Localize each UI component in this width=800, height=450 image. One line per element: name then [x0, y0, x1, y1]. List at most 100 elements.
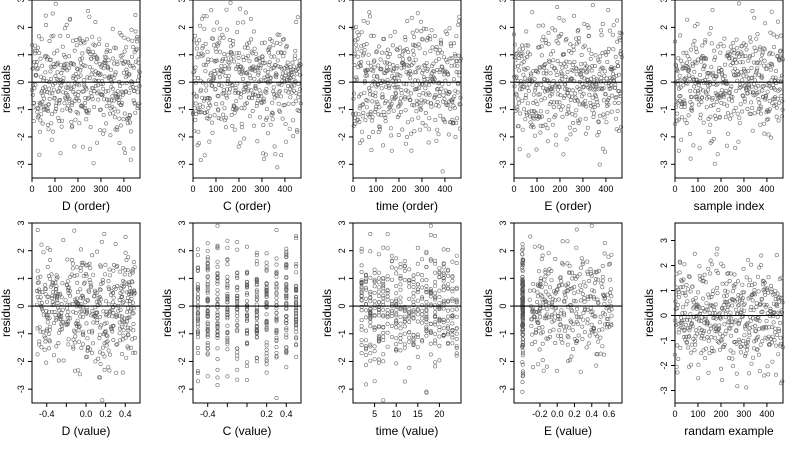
data-point	[554, 73, 559, 78]
data-point	[104, 121, 109, 126]
data-point	[368, 291, 373, 296]
data-point	[533, 330, 538, 335]
data-point	[53, 280, 58, 285]
data-point	[437, 343, 442, 348]
data-point	[32, 101, 37, 106]
data-point	[283, 70, 288, 75]
data-point	[763, 292, 768, 297]
data-point	[55, 70, 60, 75]
data-point	[695, 290, 700, 295]
data-point	[363, 287, 368, 292]
data-point	[407, 284, 412, 289]
data-point	[78, 268, 83, 273]
data-point	[78, 309, 83, 314]
data-point	[704, 301, 709, 306]
data-point	[397, 45, 402, 50]
data-point	[271, 85, 276, 90]
data-point	[713, 302, 718, 307]
data-point	[35, 326, 40, 331]
data-point	[224, 115, 229, 120]
data-point	[369, 83, 374, 88]
data-point	[751, 355, 756, 360]
data-point	[394, 297, 399, 302]
data-point	[264, 267, 269, 272]
data-point	[606, 254, 611, 259]
data-point	[43, 84, 48, 89]
data-point	[428, 49, 433, 54]
x-tick-label: -0.4	[200, 409, 216, 419]
data-point	[267, 50, 272, 55]
data-point	[453, 88, 458, 93]
data-point	[580, 68, 585, 73]
data-point	[68, 293, 73, 298]
data-point	[441, 55, 446, 60]
data-point	[574, 306, 579, 311]
data-point	[520, 263, 525, 268]
data-point	[588, 56, 593, 61]
data-point	[377, 124, 382, 129]
data-point	[602, 149, 607, 154]
data-point	[250, 109, 255, 114]
data-point	[372, 267, 377, 272]
data-point	[748, 35, 753, 40]
data-point	[776, 118, 781, 123]
data-point	[535, 82, 540, 87]
data-point	[441, 270, 446, 275]
data-point	[286, 101, 291, 106]
data-point	[745, 107, 750, 112]
data-point	[570, 62, 575, 67]
data-point	[376, 339, 381, 344]
data-point	[195, 370, 200, 375]
data-point	[437, 319, 442, 324]
data-point	[354, 75, 359, 80]
data-point	[584, 345, 589, 350]
data-point	[394, 321, 399, 326]
data-point	[703, 38, 708, 43]
data-point	[407, 330, 412, 335]
data-point	[373, 107, 378, 112]
data-point	[372, 325, 377, 330]
data-point	[106, 365, 111, 370]
data-point	[83, 63, 88, 68]
data-point	[532, 244, 537, 249]
data-point	[543, 122, 548, 127]
data-point	[708, 271, 713, 276]
data-point	[215, 264, 220, 269]
data-point	[694, 95, 699, 100]
data-point	[45, 123, 50, 128]
data-point	[394, 325, 399, 330]
data-point	[547, 329, 552, 334]
data-point	[737, 121, 742, 126]
data-point	[298, 62, 303, 67]
x-tick-label: -0.2	[532, 409, 548, 419]
data-point	[40, 290, 45, 295]
data-point	[682, 101, 687, 106]
data-point	[265, 131, 270, 136]
data-point	[264, 343, 269, 348]
data-point	[294, 234, 299, 239]
data-point	[361, 18, 366, 23]
data-point	[53, 109, 58, 114]
data-point	[136, 104, 141, 109]
data-point	[54, 317, 59, 322]
data-point	[214, 58, 219, 63]
data-point	[766, 275, 771, 280]
data-point	[433, 258, 438, 263]
data-point	[424, 329, 429, 334]
data-point	[252, 123, 257, 128]
data-point	[381, 293, 386, 298]
data-point	[458, 59, 463, 64]
data-point	[52, 96, 57, 101]
data-point	[760, 88, 765, 93]
data-point	[376, 300, 381, 305]
data-point	[91, 320, 96, 325]
data-point	[760, 309, 765, 314]
data-point	[518, 79, 523, 84]
data-point	[441, 326, 446, 331]
data-point	[757, 47, 762, 52]
data-point	[235, 327, 240, 332]
data-point	[78, 41, 83, 46]
data-point	[511, 32, 516, 37]
data-point	[284, 332, 289, 337]
